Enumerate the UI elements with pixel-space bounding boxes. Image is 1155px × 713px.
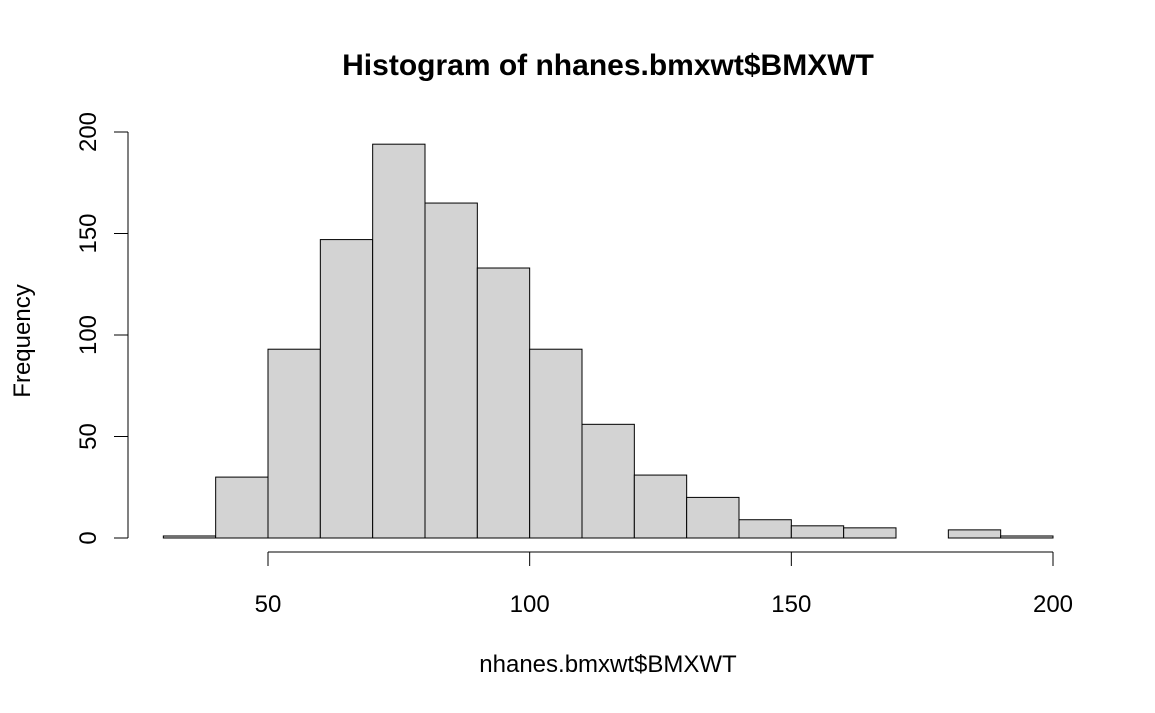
x-tick-label: 100 [510, 591, 550, 618]
histogram-bar [267, 348, 321, 539]
histogram-bar [633, 474, 688, 539]
histogram-bar [738, 519, 792, 539]
x-tick-label: 200 [1033, 591, 1073, 618]
histogram-bar [581, 423, 635, 539]
y-tick-label: 200 [75, 112, 102, 152]
x-tick-label: 150 [771, 591, 811, 618]
y-axis: 0 50 100 150 200 [75, 112, 129, 545]
y-axis-label: Frequency [9, 284, 36, 397]
y-tick-label: 150 [75, 213, 102, 253]
x-axis-ticks: 50 100 150 200 [255, 552, 1073, 618]
x-axis: 50 100 150 200 [255, 551, 1073, 618]
histogram-bar [162, 535, 217, 539]
y-tick-label: 0 [75, 531, 102, 544]
histogram-bar [372, 143, 426, 539]
y-tick-label: 100 [75, 315, 102, 355]
histogram-bar [1000, 535, 1054, 539]
x-tick-label: 50 [255, 591, 282, 618]
histogram-bars [162, 143, 1054, 539]
histogram-bar [424, 202, 478, 539]
histogram-bar [476, 267, 531, 539]
histogram-bar [947, 529, 1002, 539]
chart-title: Histogram of nhanes.bmxwt$BMXWT [342, 49, 874, 82]
histogram-bar [529, 348, 583, 539]
x-axis-label: nhanes.bmxwt$BMXWT [479, 651, 737, 678]
histogram-bar [790, 525, 845, 539]
y-axis-ticks: 0 50 100 150 200 [75, 112, 128, 545]
histogram-bar [215, 476, 269, 539]
histogram-bar [319, 239, 374, 539]
histogram-bar [843, 527, 897, 539]
histogram-bar [686, 496, 740, 539]
y-tick-label: 50 [75, 423, 102, 450]
